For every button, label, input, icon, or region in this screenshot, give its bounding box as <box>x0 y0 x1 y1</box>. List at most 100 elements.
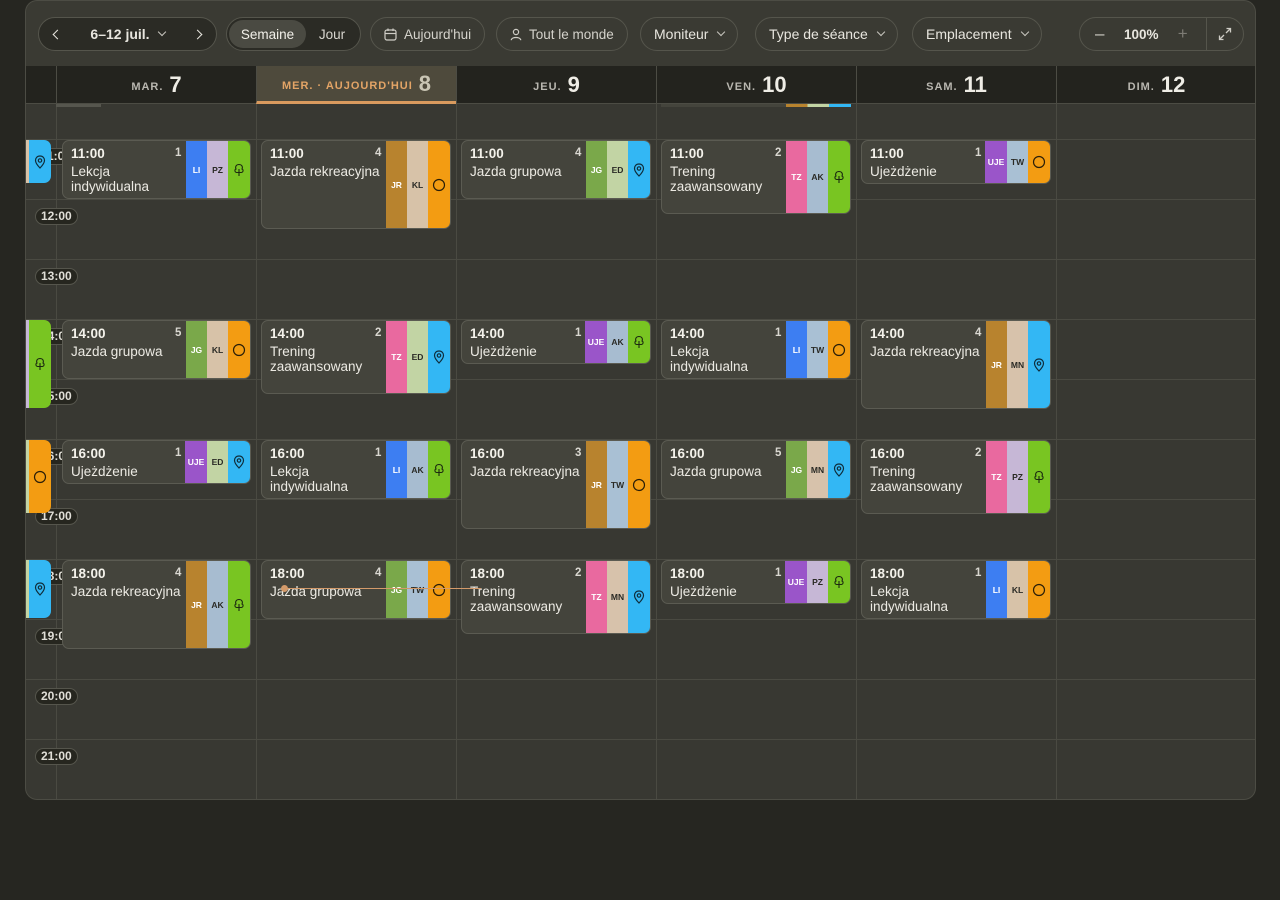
event-time: 16:00 <box>870 446 905 461</box>
next-week-button[interactable] <box>182 18 216 50</box>
hour-line <box>26 739 1255 740</box>
day-weekday-label: JEU. <box>533 81 562 93</box>
event-card[interactable]: 18:00 4 Jazda rekreacyjna JR AK <box>62 560 251 649</box>
event-card[interactable]: 11:00 2 Trening zaawansowany TZ AK <box>661 140 851 214</box>
event-card[interactable]: 14:00 4 Jazda rekreacyjna JR MN <box>861 320 1051 409</box>
overflow-event-stub[interactable] <box>26 140 51 183</box>
zoom-in-button[interactable]: + <box>1177 24 1188 43</box>
day-header-9[interactable]: JEU. 9 <box>456 66 656 104</box>
event-tag-sliver <box>26 320 29 408</box>
day-header-10[interactable]: VEN. 10 <box>656 66 856 104</box>
circle-icon <box>1028 561 1050 618</box>
pin-icon <box>428 321 450 393</box>
prev-week-button[interactable] <box>39 18 73 50</box>
event-card[interactable]: 11:00 4 Jazda grupowa JG ED <box>461 140 651 199</box>
event-tags: UJE TW <box>985 141 1050 183</box>
event-card[interactable]: 16:00 2 Trening zaawansowany TZ PZ <box>861 440 1051 514</box>
event-card[interactable]: 11:00 1 Lekcja indywidualna LI PZ <box>62 140 251 199</box>
chevron-down-icon <box>876 27 886 37</box>
day-header-7[interactable]: MAR. 7 <box>56 66 256 104</box>
event-tag: JG <box>586 141 607 198</box>
day-header-12[interactable]: DIM. 12 <box>1056 66 1255 104</box>
event-card[interactable]: 11:00 4 Jazda rekreacyjna JR KL <box>261 140 451 229</box>
event-card[interactable]: 18:00 2 Trening zaawansowany TZ MN <box>461 560 651 634</box>
day-column-divider <box>256 104 257 799</box>
event-card[interactable]: 18:00 1 Lekcja indywidualna LI KL <box>861 560 1051 619</box>
hour-line <box>26 199 1255 200</box>
time-label: 21:00 <box>35 748 78 765</box>
view-week-button[interactable]: Semaine <box>229 20 306 48</box>
event-tag: JG <box>186 321 207 378</box>
session-type-filter-dropdown[interactable]: Type de séance <box>755 17 898 51</box>
event-title: Jazda rekreacyjna <box>71 584 181 599</box>
event-title: Jazda grupowa <box>270 584 362 599</box>
event-card[interactable]: 14:00 2 Trening zaawansowany TZ ED <box>261 320 451 394</box>
event-tag: ED <box>407 321 428 393</box>
event-tag: AK <box>607 321 628 363</box>
event-card[interactable]: 16:00 3 Jazda rekreacyjna JR TW <box>461 440 651 529</box>
event-tag: JG <box>786 441 807 498</box>
event-card[interactable]: 16:00 1 Ujeżdżenie UJE ED <box>62 440 251 484</box>
event-tag: TZ <box>786 141 807 213</box>
event-card[interactable]: 16:00 5 Jazda grupowa JG MN <box>661 440 851 499</box>
day-weekday-label: DIM. <box>1127 81 1155 93</box>
event-time: 11:00 <box>470 146 504 161</box>
event-card[interactable]: 18:00 1 Ujeżdżenie UJE PZ <box>661 560 851 604</box>
day-header-8[interactable]: MER. · AUJOURD'HUI 8 <box>256 66 456 104</box>
event-card[interactable]: 16:00 1 Lekcja indywidualna LI AK <box>261 440 451 499</box>
circle-icon <box>428 141 450 228</box>
event-tags: JR KL <box>386 141 450 228</box>
event-participant-count: 2 <box>575 567 582 579</box>
fullscreen-button[interactable] <box>1207 27 1243 41</box>
event-title: Trening zaawansowany <box>470 584 563 614</box>
event-tag: MN <box>807 441 828 498</box>
date-range-dropdown[interactable]: 6–12 juil. <box>73 26 182 42</box>
current-time-indicator <box>285 588 481 589</box>
today-button[interactable]: Aujourd'hui <box>370 17 486 51</box>
event-tag-sliver <box>26 140 29 183</box>
people-filter-label: Tout le monde <box>529 26 614 42</box>
time-label: 12:00 <box>35 208 78 225</box>
event-tag: JR <box>986 321 1007 408</box>
view-day-button[interactable]: Jour <box>318 26 346 42</box>
event-tags: JG ED <box>586 141 650 198</box>
tree-icon <box>228 141 250 198</box>
event-time: 18:00 <box>71 566 106 581</box>
chevron-left-icon <box>52 29 63 39</box>
event-participant-count: 1 <box>175 447 182 459</box>
zoom-out-button[interactable]: – <box>1095 24 1105 43</box>
event-tags: LI TW <box>786 321 850 378</box>
day-weekday-label: MER. · AUJOURD'HUI <box>281 79 413 92</box>
event-card[interactable]: 11:00 1 Ujeżdżenie UJE TW <box>861 140 1051 184</box>
event-tags: LI AK <box>386 441 450 498</box>
overflow-event-stub[interactable] <box>26 440 51 513</box>
day-column-divider <box>656 104 657 799</box>
event-card[interactable]: 14:00 5 Jazda grupowa JG KL <box>62 320 251 379</box>
gutter-header <box>26 66 56 104</box>
chevron-right-icon <box>192 29 203 39</box>
event-title: Jazda grupowa <box>71 344 163 359</box>
day-number: 8 <box>418 70 432 96</box>
location-filter-label: Emplacement <box>926 26 1012 42</box>
event-tag: KL <box>1007 561 1028 618</box>
circle-icon <box>29 440 51 513</box>
event-time: 14:00 <box>470 326 505 341</box>
event-card[interactable]: 18:00 4 Jazda grupowa JG TW <box>261 560 451 619</box>
today-label: Aujourd'hui <box>404 26 472 42</box>
event-time: 18:00 <box>670 566 705 581</box>
location-filter-dropdown[interactable]: Emplacement <box>912 17 1042 51</box>
day-header-11[interactable]: SAM. 11 <box>856 66 1056 104</box>
event-card[interactable]: 14:00 1 Lekcja indywidualna LI TW <box>661 320 851 379</box>
time-label: 13:00 <box>35 268 78 285</box>
date-range-navigator: 6–12 juil. <box>38 17 217 51</box>
event-time: 14:00 <box>870 326 905 341</box>
overflow-event-stub[interactable] <box>26 560 51 618</box>
event-card[interactable]: 14:00 1 Ujeżdżenie UJE AK <box>461 320 651 364</box>
event-participant-count: 1 <box>975 567 982 579</box>
event-time: 14:00 <box>71 326 106 341</box>
moniteur-filter-dropdown[interactable]: Moniteur <box>640 17 739 51</box>
event-participant-count: 1 <box>975 147 982 159</box>
overflow-event-stub[interactable] <box>26 320 51 408</box>
event-participant-count: 4 <box>375 567 382 579</box>
people-filter-button[interactable]: Tout le monde <box>496 17 628 51</box>
